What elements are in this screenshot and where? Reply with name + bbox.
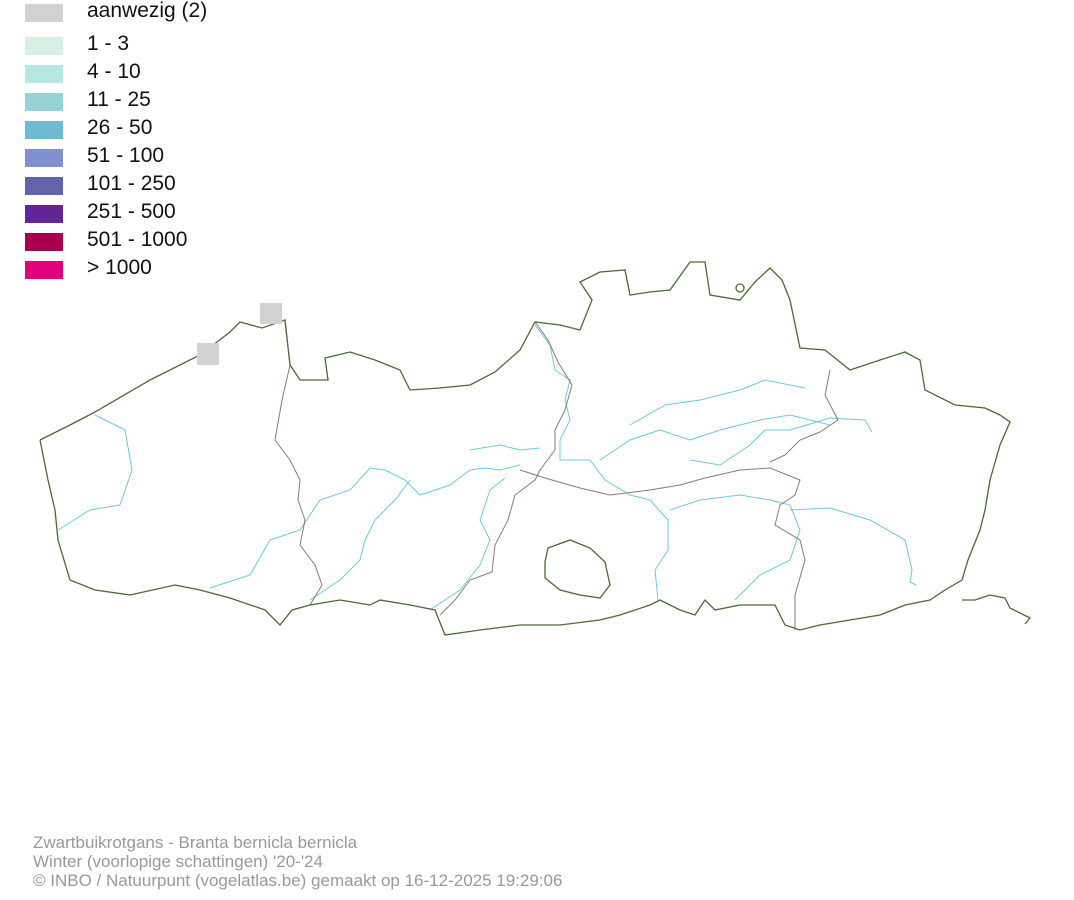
legend-label: > 1000 <box>87 256 152 279</box>
legend-swatch <box>25 177 63 195</box>
legend-label: 101 - 250 <box>87 172 176 195</box>
legend-item: 251 - 500 <box>25 200 325 229</box>
island-marker <box>735 283 745 293</box>
legend-swatch <box>25 205 63 223</box>
legend-swatch <box>25 37 63 55</box>
river-schelde-north <box>534 324 651 501</box>
river-dender <box>429 477 506 611</box>
legend-item: > 1000 <box>25 256 325 285</box>
legend-item: 501 - 1000 <box>25 228 325 257</box>
legend-label: 501 - 1000 <box>87 228 188 251</box>
legend-label: aanwezig (2) <box>87 0 208 22</box>
region-outline <box>39 261 1011 636</box>
legend-label: 51 - 100 <box>87 144 165 167</box>
legend-swatch <box>25 121 63 139</box>
copyright: © INBO / Natuurpunt (vogelatlas.be) gema… <box>33 871 563 890</box>
legend-swatch <box>25 4 63 22</box>
legend-item: 4 - 10 <box>25 60 325 89</box>
legend-label: 26 - 50 <box>87 116 153 139</box>
river-schelde <box>309 479 411 601</box>
border-ant-lim <box>769 369 839 463</box>
border-ovl-ant <box>439 321 573 616</box>
presence-cell <box>260 303 282 324</box>
legend-swatch <box>25 261 63 279</box>
legend-label: 4 - 10 <box>87 60 141 83</box>
map-caption: Zwartbuikrotgans - Branta bernicla berni… <box>33 833 562 890</box>
province-borders <box>274 321 839 630</box>
enclave-outline <box>544 539 611 599</box>
legend-item: 101 - 250 <box>25 172 325 201</box>
legend-swatch <box>25 93 63 111</box>
legend-swatch <box>25 233 63 251</box>
river-durme <box>469 444 541 451</box>
legend-item: 11 - 25 <box>25 88 325 117</box>
presence-cell <box>197 343 219 365</box>
region-outline-east <box>962 594 1032 625</box>
river-dijle <box>649 499 669 601</box>
legend-swatch <box>25 149 63 167</box>
river-demer-east <box>789 507 917 586</box>
rivers <box>57 324 917 611</box>
river-yser <box>57 414 133 531</box>
river-grote-nete <box>629 379 806 426</box>
season-period: Winter (voorlopige schattingen) '20-'24 <box>33 852 323 871</box>
border-ant-vbr <box>519 467 806 630</box>
river-demer <box>669 494 801 601</box>
river-nete <box>599 414 831 461</box>
river-kempen <box>689 417 873 466</box>
river-leie <box>209 464 521 589</box>
legend-item: aanwezig (2) <box>25 0 325 28</box>
legend-swatch <box>25 65 63 83</box>
legend-label: 1 - 3 <box>87 32 130 55</box>
legend-item: 26 - 50 <box>25 116 325 145</box>
border-wvl-ovl <box>274 321 323 606</box>
species-name: Zwartbuikrotgans - Branta bernicla berni… <box>33 833 358 852</box>
legend-label: 11 - 25 <box>87 88 151 111</box>
legend-item: 51 - 100 <box>25 144 325 173</box>
legend-label: 251 - 500 <box>87 200 176 223</box>
legend-item: 1 - 3 <box>25 32 325 61</box>
